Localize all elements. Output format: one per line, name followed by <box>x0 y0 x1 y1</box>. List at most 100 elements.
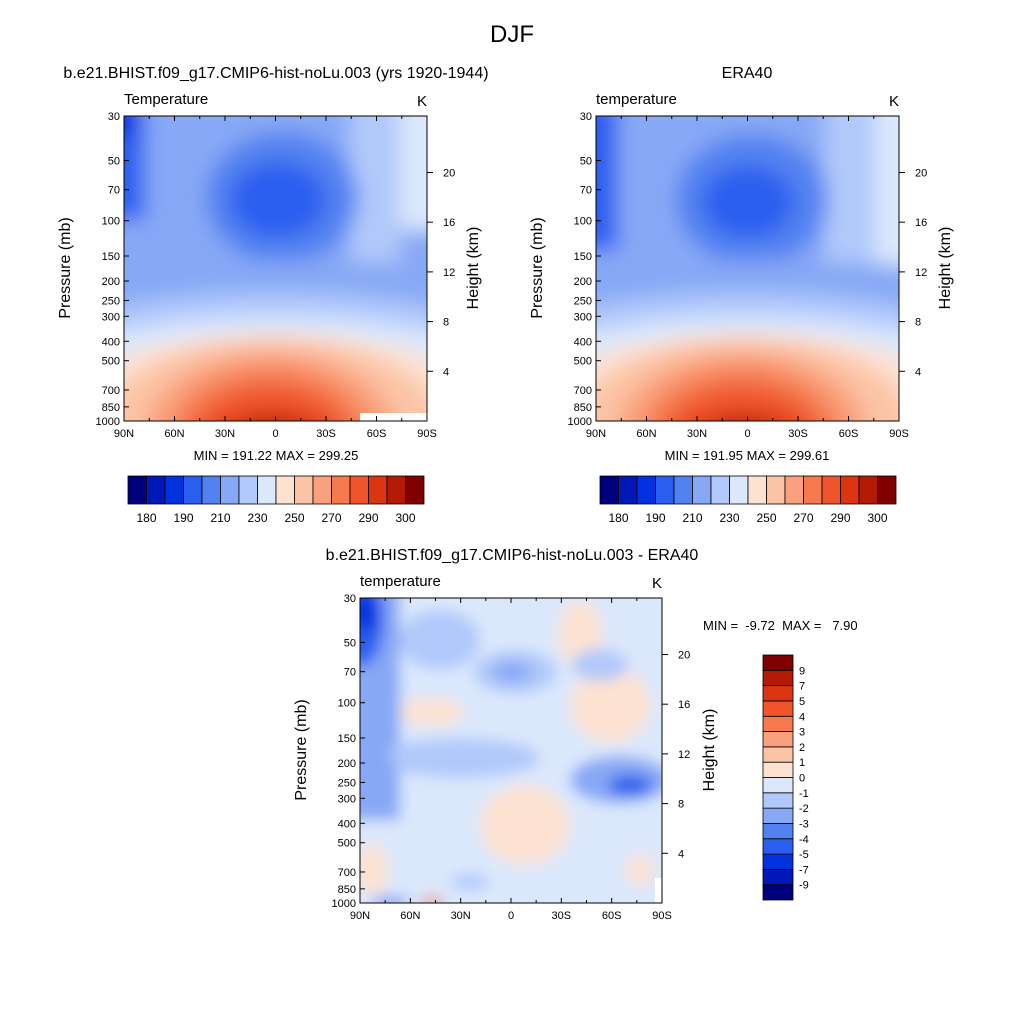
y-tick-label: 70 <box>344 667 356 679</box>
colorbar-box <box>655 475 675 505</box>
x-tick-label: 30N <box>451 910 471 922</box>
colorbar-label: 5 <box>799 696 805 708</box>
x-tick-label: 0 <box>508 910 514 922</box>
colorbar-box <box>673 475 693 505</box>
y-tick-label: 200 <box>338 758 356 770</box>
x-axis-ticks: 90N 60N 30N 0 30S 60S 90S <box>114 116 437 440</box>
y-tick-label: 300 <box>574 311 592 323</box>
contour-field <box>124 116 427 421</box>
y-axis-ticks: 30 50 70 100 150 200 250 300 400 500 700 850 1000 <box>568 111 601 428</box>
colorbar-box <box>821 475 841 505</box>
y-axis-label: Pressure (mb) <box>529 217 546 318</box>
colorbar-label: -7 <box>799 864 809 876</box>
height-tick-label: 20 <box>678 649 690 661</box>
y-tick-label: 700 <box>338 867 356 879</box>
colorbar: 9 7 5 4 3 2 1 0 -1 -2 -3 -4 -5 -7 -9 <box>762 654 809 901</box>
colorbar-label: 3 <box>799 727 805 739</box>
colorbar-label: 230 <box>719 511 739 525</box>
colorbar-box <box>803 475 823 505</box>
x-axis-ticks: 90N 60N 30N 0 30S 60S 90S <box>350 598 672 922</box>
colorbar: 180 190 210 230 250 270 290 300 <box>599 475 897 525</box>
height-tick-label: 20 <box>443 167 455 179</box>
colorbar-box <box>762 715 794 732</box>
colorbar-box <box>257 475 277 505</box>
y-axis-right-label: Height (km) <box>937 227 954 310</box>
colorbar-label: 4 <box>799 711 805 723</box>
x-axis-ticks: 90N 60N 30N 0 30S 60S 90S <box>586 116 909 440</box>
colorbar-label: -1 <box>799 788 809 800</box>
height-axis-ticks: 20 16 12 8 4 <box>662 649 690 860</box>
colorbar-box <box>599 475 619 505</box>
x-tick-label: 60N <box>400 910 420 922</box>
colorbar-label: 2 <box>799 742 805 754</box>
colorbar-label: 210 <box>682 511 702 525</box>
colorbar-label: 190 <box>173 511 193 525</box>
y-tick-label: 150 <box>338 733 356 745</box>
x-tick-label: 30S <box>788 428 808 440</box>
colorbar-box <box>618 475 638 505</box>
y-tick-label: 70 <box>108 185 120 197</box>
colorbar-label: 1 <box>799 757 805 769</box>
min-max-label: MIN = 191.22 MAX = 299.25 <box>194 448 359 463</box>
colorbar-label: 290 <box>830 511 850 525</box>
units-label: K <box>417 93 427 110</box>
colorbar-box <box>762 884 794 901</box>
colorbar-box <box>762 868 794 886</box>
colorbar-label: 270 <box>793 511 813 525</box>
height-tick-label: 16 <box>443 217 455 229</box>
y-tick-label: 1000 <box>96 416 120 428</box>
colorbar-box <box>747 475 767 505</box>
panel-title: b.e21.BHIST.f09_g17.CMIP6-hist-noLu.003 … <box>326 547 699 564</box>
colorbar-box <box>275 475 295 505</box>
colorbar-box <box>710 475 730 505</box>
colorbar-box <box>349 475 369 505</box>
height-tick-label: 12 <box>443 267 455 279</box>
y-tick-label: 500 <box>574 356 592 368</box>
x-tick-label: 90N <box>586 428 606 440</box>
variable-label: temperature <box>596 91 677 108</box>
x-tick-label: 90S <box>889 428 909 440</box>
colorbar-box <box>331 475 351 505</box>
colorbar-box <box>840 475 860 505</box>
height-axis-ticks: 20 16 12 8 4 <box>427 167 455 378</box>
y-tick-label: 30 <box>580 111 592 123</box>
colorbar-box <box>164 475 184 505</box>
colorbar-box <box>766 475 786 505</box>
colorbar-label: -5 <box>799 849 809 861</box>
units-label: K <box>889 93 899 110</box>
y-tick-label: 1000 <box>568 416 592 428</box>
colorbar-box <box>762 838 794 855</box>
colorbar-box <box>692 475 712 505</box>
x-tick-label: 0 <box>744 428 750 440</box>
colorbar: 180 190 210 230 250 270 290 300 <box>127 475 425 525</box>
y-tick-label: 50 <box>108 155 120 167</box>
colorbar-box <box>762 792 794 809</box>
height-tick-label: 16 <box>915 217 927 229</box>
colorbar-box <box>877 475 897 505</box>
height-tick-label: 8 <box>443 317 449 329</box>
y-tick-label: 400 <box>338 818 356 830</box>
colorbar-label: 270 <box>321 511 341 525</box>
y-axis-ticks: 30 50 70 100 150 200 250 300 400 500 700 850 1000 <box>96 111 129 428</box>
figure-title: DJF <box>490 21 534 48</box>
y-tick-label: 850 <box>338 884 356 896</box>
colorbar-box <box>762 761 794 778</box>
y-tick-label: 300 <box>102 311 120 323</box>
y-tick-label: 30 <box>344 593 356 605</box>
y-tick-label: 400 <box>574 336 592 348</box>
x-tick-label: 90N <box>114 428 134 440</box>
y-tick-label: 100 <box>102 216 120 228</box>
colorbar-box <box>201 475 221 505</box>
x-tick-label: 60N <box>636 428 656 440</box>
height-axis-ticks: 20 16 12 8 4 <box>899 167 927 378</box>
colorbar-label: 190 <box>645 511 665 525</box>
height-tick-label: 12 <box>678 749 690 761</box>
colorbar-box <box>784 475 804 505</box>
min-max-label: MIN = 191.95 MAX = 299.61 <box>665 448 830 463</box>
x-tick-label: 30N <box>215 428 235 440</box>
y-axis-ticks: 30 50 70 100 150 200 250 300 400 500 700 850 1000 <box>332 593 365 910</box>
y-tick-label: 50 <box>580 155 592 167</box>
y-tick-label: 1000 <box>332 898 356 910</box>
height-tick-label: 12 <box>915 267 927 279</box>
